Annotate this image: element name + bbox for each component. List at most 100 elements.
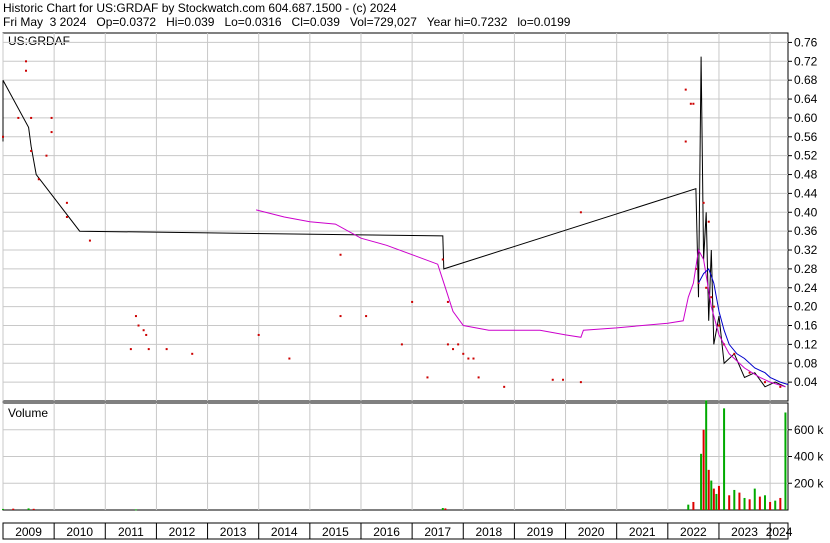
year-tick-label: 2020 <box>578 525 605 539</box>
trade-dot <box>145 333 148 336</box>
trade-dot <box>561 378 564 381</box>
trade-dot <box>142 329 145 332</box>
volume-bar <box>12 508 15 510</box>
trade-dot <box>705 286 708 289</box>
trade-dot <box>400 343 403 346</box>
price-tick-label: 0.68 <box>794 73 818 87</box>
trade-dot <box>137 324 140 327</box>
trade-dot <box>748 371 751 374</box>
price-series <box>2 56 789 388</box>
volume-bar <box>715 493 718 510</box>
trade-dot <box>37 178 40 181</box>
volume-bar <box>769 501 772 510</box>
year-tick-label: 2009 <box>15 525 42 539</box>
price-tick-label: 0.36 <box>794 224 818 238</box>
trade-dot <box>472 357 475 360</box>
trade-dot <box>462 352 465 355</box>
trade-dot <box>365 315 368 318</box>
trade-dot <box>45 154 48 157</box>
volume-bar <box>134 509 137 511</box>
year-tick-label: 2024 <box>766 525 793 539</box>
volume-bar <box>441 507 444 510</box>
trade-dot <box>712 305 715 308</box>
trade-dot <box>426 376 429 379</box>
trade-dot <box>503 385 506 388</box>
trade-dot <box>88 239 91 242</box>
year-axis-ticks: 2009 2010 2011 2012 2013 2014 2015 2016 2017 2018… <box>2 523 793 539</box>
chart-header-line2: Fri May 3 2024 Op=0.0372 Hi=0.039 Lo=0.0… <box>3 15 571 29</box>
volume-axis-ticks: 600 k 400 k 200 k <box>788 423 824 490</box>
price-tick-label: 0.76 <box>794 35 818 49</box>
year-tick-label: 2013 <box>220 525 247 539</box>
trade-dot <box>65 201 68 204</box>
year-tick-label: 2021 <box>629 525 656 539</box>
year-tick-label: 2018 <box>475 525 502 539</box>
price-tick-label: 0.24 <box>794 281 818 295</box>
trade-dot <box>50 116 53 119</box>
volume-bar <box>2 508 4 510</box>
volume-bar <box>32 508 35 510</box>
volume-bar <box>687 504 690 510</box>
year-tick-label: 2014 <box>271 525 298 539</box>
chart-header-line1: Historic Chart for US:GRDAF by Stockwatc… <box>3 1 397 15</box>
year-tick-label: 2010 <box>66 525 93 539</box>
volume-bar <box>705 400 708 510</box>
trade-dot <box>710 296 713 299</box>
trade-dot <box>579 211 582 214</box>
price-tick-label: 0.32 <box>794 243 818 257</box>
price-tick-label: 0.04 <box>794 375 818 389</box>
trade-dot <box>25 69 28 72</box>
year-tick-label: 2015 <box>322 525 349 539</box>
trade-dot <box>763 381 766 384</box>
volume-bar <box>700 453 703 510</box>
volume-bar <box>702 429 705 510</box>
trade-dot <box>779 385 782 388</box>
price-tick-label: 0.48 <box>794 168 818 182</box>
price-tick-label: 0.08 <box>794 356 818 370</box>
trade-dot <box>702 201 705 204</box>
trade-dot <box>257 333 260 336</box>
year-tick-label: 2016 <box>373 525 400 539</box>
moving-average-long-line <box>255 209 786 388</box>
trade-dot <box>30 149 33 152</box>
trade-dot <box>411 300 414 303</box>
trade-dot <box>147 348 150 351</box>
trade-dot <box>467 357 470 360</box>
volume-tick-label: 600 k <box>794 423 824 437</box>
price-panel-frame <box>2 32 789 402</box>
trade-dot <box>457 343 460 346</box>
volume-bar <box>733 489 736 510</box>
trade-dot <box>50 131 53 134</box>
trade-dot <box>441 258 444 261</box>
trade-dot <box>733 352 736 355</box>
trade-dot <box>134 315 137 318</box>
trade-dot <box>165 348 168 351</box>
price-tick-label: 0.52 <box>794 149 818 163</box>
volume-bars <box>2 400 787 511</box>
year-tick-label: 2017 <box>424 525 451 539</box>
trade-dot <box>339 315 342 318</box>
trade-dot <box>2 135 4 138</box>
volume-bar <box>748 499 751 510</box>
price-tick-label: 0.64 <box>794 92 818 106</box>
price-tick-label: 0.56 <box>794 130 818 144</box>
price-axis-ticks: 0.76 0.72 0.68 0.64 0.60 0.56 0.52 0.48 0.44 0.40… <box>788 35 818 389</box>
volume-bar <box>723 408 726 510</box>
trade-dot <box>30 116 33 119</box>
volume-bar <box>712 488 715 510</box>
trade-dot <box>452 348 455 351</box>
volume-bar <box>753 488 756 510</box>
volume-panel-label: Volume <box>8 406 48 420</box>
volume-bar <box>763 495 766 510</box>
volume-bar <box>743 497 746 510</box>
year-tick-label: 2023 <box>731 525 758 539</box>
trade-dot <box>129 348 132 351</box>
price-panel-label: US:GRDAF <box>8 34 70 48</box>
trade-dot <box>191 352 194 355</box>
moving-average-short-line <box>698 268 789 385</box>
price-tick-label: 0.20 <box>794 300 818 314</box>
trade-dot <box>707 220 710 223</box>
volume-bar <box>784 412 787 510</box>
volume-tick-label: 200 k <box>794 476 824 490</box>
volume-bar <box>692 501 695 510</box>
